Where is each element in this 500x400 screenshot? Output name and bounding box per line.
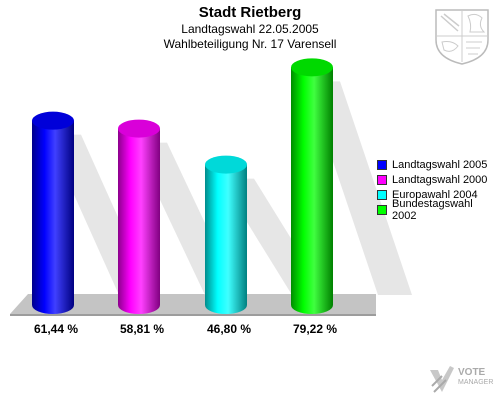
chart-floor — [10, 294, 376, 314]
bar-top — [291, 58, 333, 77]
bar — [32, 111, 74, 315]
legend-label: Landtagswahl 2000 — [392, 174, 488, 186]
logo-word-vote: VOTE — [458, 367, 486, 378]
bar-body — [32, 120, 74, 315]
bar-body — [291, 67, 333, 314]
votemanager-logo-icon — [430, 366, 454, 393]
bar-value-label: 46,80 % — [207, 322, 251, 336]
bar-top — [118, 119, 160, 138]
legend: Landtagswahl 2005 Landtagswahl 2000 Euro… — [377, 158, 500, 222]
bar-value-label: 79,22 % — [293, 322, 337, 336]
bar — [291, 58, 333, 314]
bar — [118, 119, 160, 314]
legend-label: Bundestagswahl 2002 — [391, 198, 473, 222]
legend-item: Bundestagswahl 2002 — [377, 198, 500, 222]
votemanager-logo: VOTE MANAGER — [458, 368, 493, 388]
legend-item: Europawahl 2004 — [377, 188, 500, 202]
legend-item: Landtagswahl 2005 — [377, 158, 500, 172]
logo-word-manager: MANAGER — [458, 379, 494, 386]
chart-subtitle-secondary: Wahlbeteiligung Nr. 17 Varensell — [163, 37, 337, 51]
legend-swatch — [377, 160, 387, 170]
legend-swatch — [377, 190, 387, 200]
bar-value-label: 58,81 % — [120, 322, 164, 336]
bar-body — [118, 128, 160, 314]
legend-swatch — [377, 205, 387, 215]
legend-swatch — [377, 175, 387, 185]
legend-item: Landtagswahl 2000 — [377, 173, 500, 187]
bar-value-label: 61,44 % — [34, 322, 78, 336]
bar-body — [205, 164, 247, 314]
bar-top — [32, 111, 74, 130]
chart-title: Stadt Rietberg — [198, 4, 302, 21]
legend-label: Landtagswahl 2005 — [392, 159, 488, 171]
chart-floor-edge — [10, 314, 376, 316]
crest-icon — [435, 9, 489, 65]
chart-subtitle: Landtagswahl 22.05.2005 — [181, 22, 319, 36]
bar — [205, 155, 247, 314]
bar-top — [205, 155, 247, 174]
legend-label: Europawahl 2004 — [392, 189, 478, 201]
